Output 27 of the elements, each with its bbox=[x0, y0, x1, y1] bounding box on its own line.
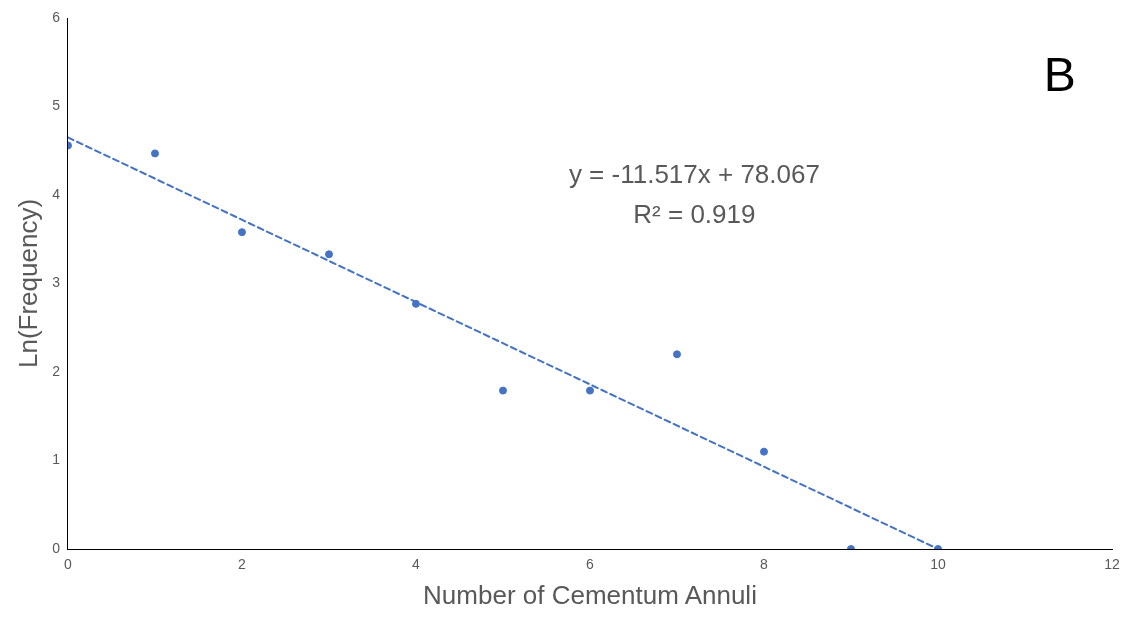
point bbox=[150, 149, 159, 158]
point bbox=[760, 447, 768, 456]
y-tick-label: 6 bbox=[52, 8, 61, 25]
annotation: B bbox=[1043, 48, 1076, 102]
x-tick-label: 8 bbox=[760, 556, 769, 573]
point bbox=[498, 386, 507, 395]
x-tick-label: 12 bbox=[1104, 556, 1120, 573]
x-tick-label: 2 bbox=[238, 556, 247, 573]
point bbox=[411, 299, 420, 308]
y-tick-label: 3 bbox=[52, 274, 61, 291]
point bbox=[585, 386, 594, 395]
y-tick-label: 2 bbox=[52, 362, 61, 379]
x-tick-label: 10 bbox=[930, 556, 946, 573]
x-tick-label: 6 bbox=[586, 556, 595, 573]
x-tick-label: 0 bbox=[64, 556, 73, 573]
x-axis-title: Number of Cementum Annuli bbox=[423, 579, 757, 610]
y-tick-label: 5 bbox=[52, 97, 61, 114]
y-axis-title: Ln(Frequency) bbox=[12, 198, 43, 369]
point bbox=[237, 228, 246, 237]
annotation: R² = 0.919 bbox=[633, 199, 756, 230]
x-tick-label: 4 bbox=[412, 556, 421, 573]
annotation: y = -11.517x + 78.067 bbox=[568, 159, 820, 190]
y-tick-label: 0 bbox=[52, 539, 61, 556]
y-tick-label: 4 bbox=[52, 185, 61, 202]
point bbox=[324, 250, 333, 259]
y-tick-label: 1 bbox=[52, 451, 61, 468]
point bbox=[672, 350, 681, 359]
